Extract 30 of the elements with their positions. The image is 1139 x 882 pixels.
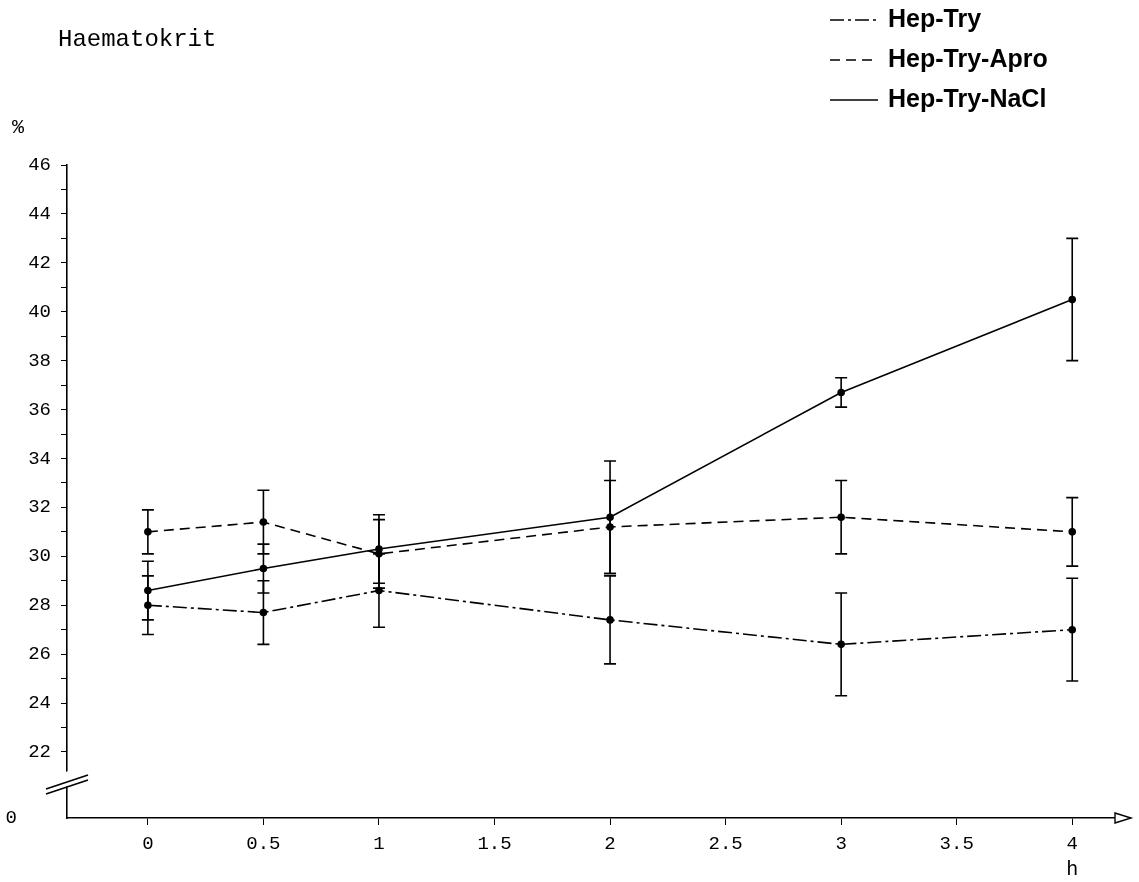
y-tick-label: 24 — [28, 692, 51, 715]
y-tick-label: 26 — [28, 643, 51, 666]
y-tick-label: 46 — [28, 154, 51, 177]
y-tick-label: 40 — [28, 300, 51, 323]
y-tick-label: 42 — [28, 251, 51, 274]
text: 0 — [5, 807, 17, 830]
x-tick-label: 3.5 — [939, 833, 974, 856]
x-tick-label: 4 — [1066, 833, 1078, 856]
x-tick-label: 2 — [604, 833, 616, 856]
x-axis-title: h — [1066, 858, 1079, 882]
y-tick-label: 44 — [28, 202, 51, 225]
x-tick-label: 1.5 — [477, 833, 512, 856]
x-tick-label: 0.5 — [246, 833, 281, 856]
y-axis-title: % — [11, 116, 25, 140]
chart-title: Haematokrit — [58, 26, 217, 54]
y-tick-label: 36 — [28, 398, 51, 421]
y-tick-label: 22 — [28, 741, 51, 763]
y-tick-label: 28 — [28, 594, 51, 617]
legend-label: Hep-Try — [888, 3, 982, 32]
y-tick-label: 32 — [28, 496, 51, 519]
y-tick-label: 34 — [28, 447, 51, 470]
y-tick-label: 30 — [28, 545, 51, 568]
x-tick-label: 3 — [835, 833, 847, 856]
x-tick-label: 1 — [373, 833, 385, 856]
x-tick-label: 0 — [142, 833, 154, 856]
point — [259, 518, 268, 526]
legend-label: Hep-Try-Apro — [888, 43, 1048, 72]
x-tick-label: 2.5 — [708, 833, 743, 856]
y-tick-label: 38 — [28, 349, 51, 372]
legend-label: Hep-Try-NaCl — [888, 83, 1047, 112]
